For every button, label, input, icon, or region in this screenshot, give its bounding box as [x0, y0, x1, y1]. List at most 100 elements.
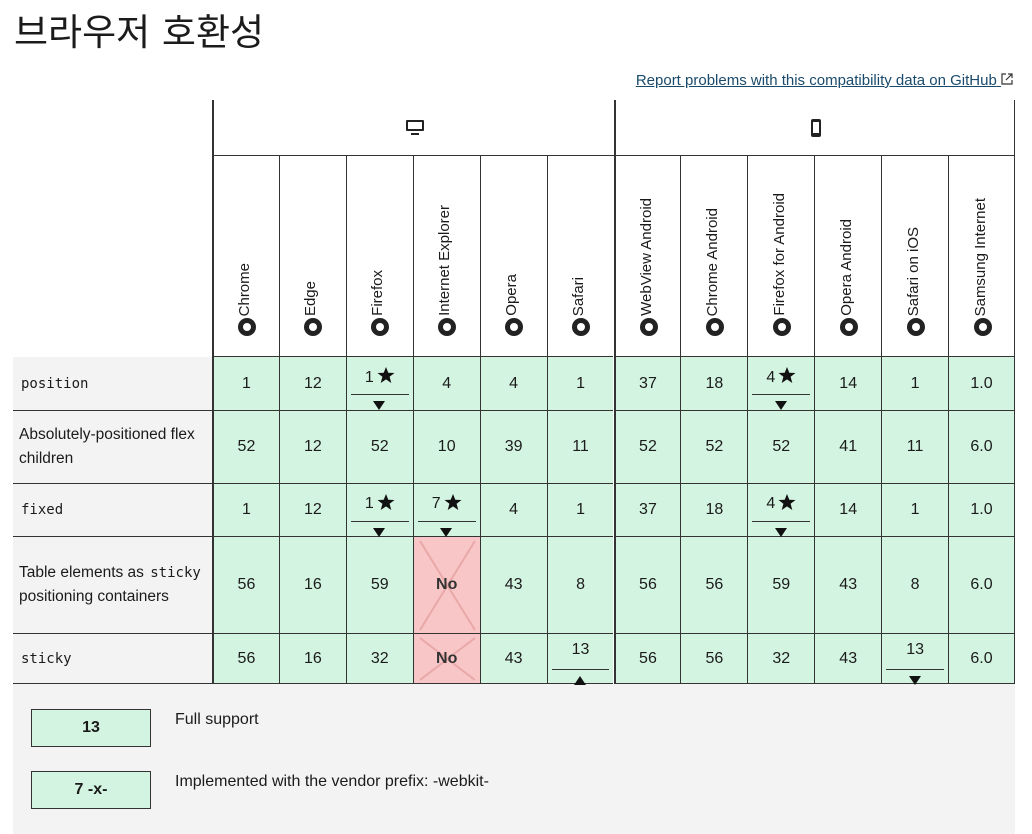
version: 1: [576, 374, 585, 392]
support-cell: 16: [278, 634, 346, 684]
version: 59: [370, 576, 389, 593]
toggle-arrow: [373, 398, 386, 416]
support-cell: 43: [814, 537, 882, 634]
support-cell: 6.0: [948, 537, 1015, 634]
note-icon: [778, 366, 796, 389]
no-cross-svg: [419, 637, 476, 681]
browser-icon-svg: [371, 318, 390, 336]
toggle-arrow-svg: [440, 527, 453, 537]
support-cell: 56: [613, 634, 681, 684]
external-icon: [1001, 73, 1013, 85]
no-cross: [414, 634, 481, 689]
version: 6.0: [970, 576, 993, 593]
browser-icon: [705, 317, 725, 342]
support-cell: 37: [613, 484, 681, 537]
feature-name: sticky: [19, 647, 74, 671]
report-link[interactable]: Report problems with this compatibility …: [636, 72, 1013, 89]
version: 16: [303, 649, 322, 667]
support-cell[interactable]: 4: [747, 484, 815, 537]
support-cell: 56: [613, 537, 681, 634]
version: 52: [772, 438, 791, 455]
version: 12: [303, 438, 322, 455]
toggle-arrow: [774, 398, 787, 416]
support-cell: 1.0: [948, 484, 1015, 537]
version: 1: [910, 374, 920, 392]
support-cell: 18: [680, 484, 748, 537]
support-cell[interactable]: 13: [546, 634, 614, 685]
support-cell[interactable]: 1: [345, 357, 413, 411]
version: 14: [839, 374, 858, 392]
support-cell: 52: [613, 411, 681, 484]
version: 4: [766, 366, 796, 389]
support-cell: 1: [881, 484, 949, 537]
feature-text: Absolutely-positioned flex children: [19, 426, 195, 467]
toggle-line: [886, 669, 945, 670]
support-cell: 41: [814, 411, 882, 484]
note-icon: [377, 366, 395, 389]
support-cell: 59: [345, 537, 413, 634]
support-cell: 4: [479, 357, 547, 411]
toggle-arrow-svg: [373, 401, 386, 410]
report-link-text[interactable]: Report problems with this compatibility …: [635, 72, 997, 89]
browser-header: Chrome Android: [680, 156, 748, 357]
browser-icon-svg: [438, 318, 457, 336]
toggle-arrow: [373, 525, 386, 543]
support-cell[interactable]: 7: [412, 484, 480, 537]
toggle-line: [350, 394, 409, 395]
version: 37: [639, 374, 657, 392]
support-cell[interactable]: 1: [345, 484, 413, 537]
browser-icon-svg: [505, 318, 524, 336]
browser-icon-svg: [906, 318, 925, 336]
browser-icon: [639, 317, 659, 342]
support-cell: 37: [613, 357, 681, 411]
toggle-arrow-svg: [908, 676, 921, 685]
browser-icon-svg: [238, 318, 257, 336]
support-cell[interactable]: 4: [747, 357, 815, 411]
browser-icon: [370, 317, 390, 342]
support-cell: 59: [747, 537, 815, 634]
support-cell: 43: [479, 634, 547, 684]
browser-name: Edge: [302, 280, 320, 316]
support-cell: 52: [680, 411, 748, 484]
version: 39: [504, 438, 523, 455]
feature-text: Table elements as: [19, 564, 144, 581]
version: 4: [509, 501, 519, 518]
toggle-line: [417, 520, 476, 522]
version: 56: [705, 649, 724, 667]
browser-name: Firefox for Android: [770, 193, 788, 316]
support-cell: 11: [881, 411, 949, 484]
support-cell[interactable]: 13: [881, 634, 949, 685]
browser-header: Firefox for Android: [747, 156, 815, 357]
feature-name: position: [19, 372, 90, 396]
legend: 13 Full support 7 -x- Implemented with the …: [13, 684, 1015, 834]
support-cell: 56: [680, 537, 748, 634]
support-cell: 1: [212, 357, 279, 411]
version: 52: [237, 438, 256, 455]
version: 16: [303, 576, 322, 593]
browser-name: Internet Explorer: [436, 205, 454, 316]
note-icon-svg: [377, 367, 395, 383]
version: 1: [242, 501, 251, 518]
version: 18: [705, 374, 724, 392]
browser-header: Opera Android: [814, 156, 882, 357]
platform-icon-svg: [405, 120, 424, 135]
toggle-line: [752, 394, 811, 395]
browser-header: Safari: [546, 156, 614, 357]
browser-header: WebView Android: [613, 156, 681, 357]
note-icon-svg: [778, 493, 796, 510]
toggle-arrow: [908, 673, 921, 691]
version: 18: [705, 501, 724, 518]
browser-header: Opera: [479, 156, 547, 357]
toggle-arrow-svg: [373, 527, 386, 537]
browser-name: Chrome Android: [703, 207, 721, 316]
feature-name: fixed: [19, 498, 65, 522]
feature-code: sticky: [150, 565, 201, 581]
browser-icon: [973, 317, 993, 342]
support-cell: 11: [546, 411, 614, 484]
support-cell: 12: [278, 357, 346, 411]
version: 52: [705, 438, 724, 455]
feature-name: Table elements as sticky positioning con…: [19, 561, 206, 609]
support-cell: 43: [479, 537, 547, 634]
feature-code: position: [21, 375, 89, 392]
version: 43: [504, 576, 523, 593]
